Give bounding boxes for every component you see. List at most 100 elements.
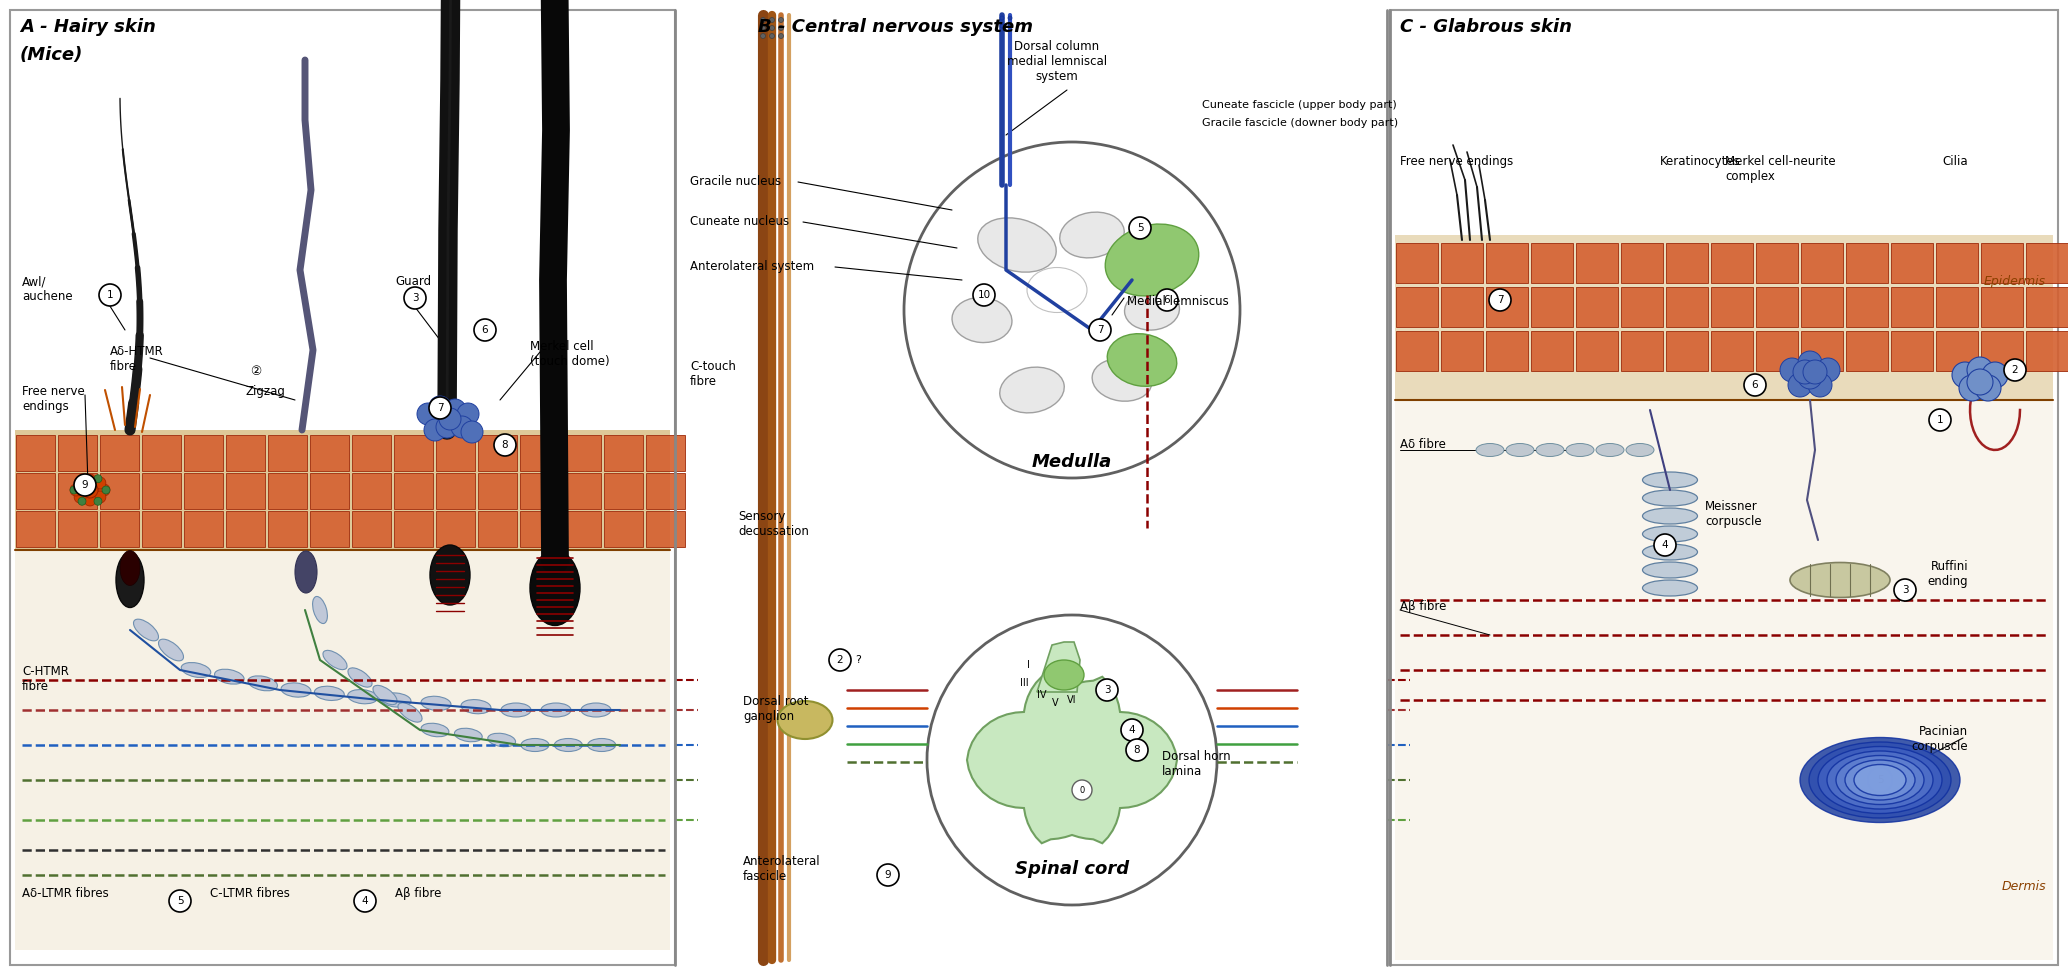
Circle shape [769, 18, 776, 23]
Bar [519, 511, 558, 547]
Ellipse shape [323, 651, 347, 669]
Ellipse shape [182, 662, 211, 677]
Bar [1890, 287, 1934, 327]
Circle shape [428, 397, 451, 419]
Circle shape [974, 284, 995, 306]
Ellipse shape [1642, 580, 1698, 596]
Circle shape [926, 615, 1216, 905]
Ellipse shape [1791, 563, 1890, 598]
Bar [1441, 331, 1483, 371]
Circle shape [1929, 409, 1950, 431]
Bar [1710, 287, 1754, 327]
Bar [1396, 331, 1437, 371]
Text: ?: ? [854, 655, 860, 665]
Text: (Mice): (Mice) [21, 46, 83, 64]
Text: Aβ fibre: Aβ fibre [395, 887, 440, 900]
Text: 4: 4 [1129, 725, 1135, 735]
Text: Medulla: Medulla [1032, 453, 1113, 471]
Circle shape [457, 403, 480, 425]
Bar [1756, 243, 1797, 283]
Bar [1396, 287, 1437, 327]
Text: Cilia: Cilia [1942, 155, 1969, 168]
Circle shape [1121, 719, 1144, 741]
Ellipse shape [581, 703, 610, 717]
Circle shape [1781, 358, 1803, 382]
Ellipse shape [116, 553, 145, 608]
Bar [99, 511, 139, 547]
Bar [99, 473, 139, 509]
Text: Spinal cord: Spinal cord [1015, 860, 1129, 878]
Text: Dorsal horn
lamina: Dorsal horn lamina [1162, 750, 1230, 778]
Text: 6: 6 [482, 325, 488, 335]
Circle shape [1789, 373, 1812, 397]
Circle shape [445, 399, 465, 421]
Bar [17, 473, 56, 509]
Text: Gracile fascicle (downer body part): Gracile fascicle (downer body part) [1202, 118, 1398, 128]
Circle shape [1071, 780, 1092, 800]
Ellipse shape [1642, 508, 1698, 524]
Circle shape [1129, 217, 1152, 239]
Text: VI: VI [1067, 695, 1077, 705]
Circle shape [1816, 358, 1841, 382]
Ellipse shape [120, 551, 141, 585]
Circle shape [761, 33, 765, 38]
Circle shape [93, 491, 105, 503]
Bar [352, 473, 391, 509]
Text: 7: 7 [1096, 325, 1104, 335]
Bar [17, 435, 56, 471]
Bar [269, 435, 306, 471]
Ellipse shape [1125, 290, 1179, 330]
Bar [1981, 287, 2023, 327]
Circle shape [1156, 289, 1179, 311]
Bar [225, 511, 265, 547]
Circle shape [1807, 373, 1832, 397]
Ellipse shape [1855, 764, 1907, 796]
Bar [395, 435, 432, 471]
Text: Anterolateral system: Anterolateral system [691, 260, 815, 273]
Ellipse shape [381, 693, 412, 708]
Circle shape [904, 142, 1241, 478]
Text: 8: 8 [503, 440, 509, 450]
Bar [310, 435, 349, 471]
Bar [1890, 243, 1934, 283]
Text: 10: 10 [978, 290, 991, 300]
Bar [1576, 331, 1617, 371]
Bar [1936, 331, 1977, 371]
Ellipse shape [347, 690, 378, 704]
Bar [1936, 287, 1977, 327]
Ellipse shape [1642, 472, 1698, 488]
Text: Aδ-LTMR fibres: Aδ-LTMR fibres [23, 887, 110, 900]
Bar [58, 511, 97, 547]
Ellipse shape [951, 298, 1011, 343]
Text: 0: 0 [1079, 786, 1084, 795]
Bar [58, 435, 97, 471]
Circle shape [83, 482, 97, 498]
Ellipse shape [347, 667, 372, 687]
Circle shape [424, 419, 447, 441]
Bar [1576, 287, 1617, 327]
Bar [14, 550, 670, 950]
Text: 6: 6 [1752, 380, 1758, 390]
Bar [1756, 331, 1797, 371]
Bar [17, 511, 56, 547]
Bar [604, 511, 643, 547]
Circle shape [1797, 365, 1822, 389]
Bar [478, 473, 517, 509]
Circle shape [778, 25, 784, 30]
Bar [14, 430, 670, 700]
Circle shape [1489, 289, 1512, 311]
Ellipse shape [1642, 562, 1698, 578]
Circle shape [70, 484, 83, 496]
Text: Merkel cell
(touch dome): Merkel cell (touch dome) [529, 340, 610, 368]
Bar [1847, 287, 1888, 327]
Bar [225, 473, 265, 509]
Circle shape [428, 396, 451, 418]
Bar [562, 473, 602, 509]
Ellipse shape [1044, 660, 1084, 690]
Bar [1396, 235, 2054, 960]
Circle shape [1803, 360, 1826, 384]
Polygon shape [1036, 642, 1079, 692]
Bar [1396, 243, 1437, 283]
Ellipse shape [1092, 359, 1152, 401]
Bar [1801, 287, 1843, 327]
